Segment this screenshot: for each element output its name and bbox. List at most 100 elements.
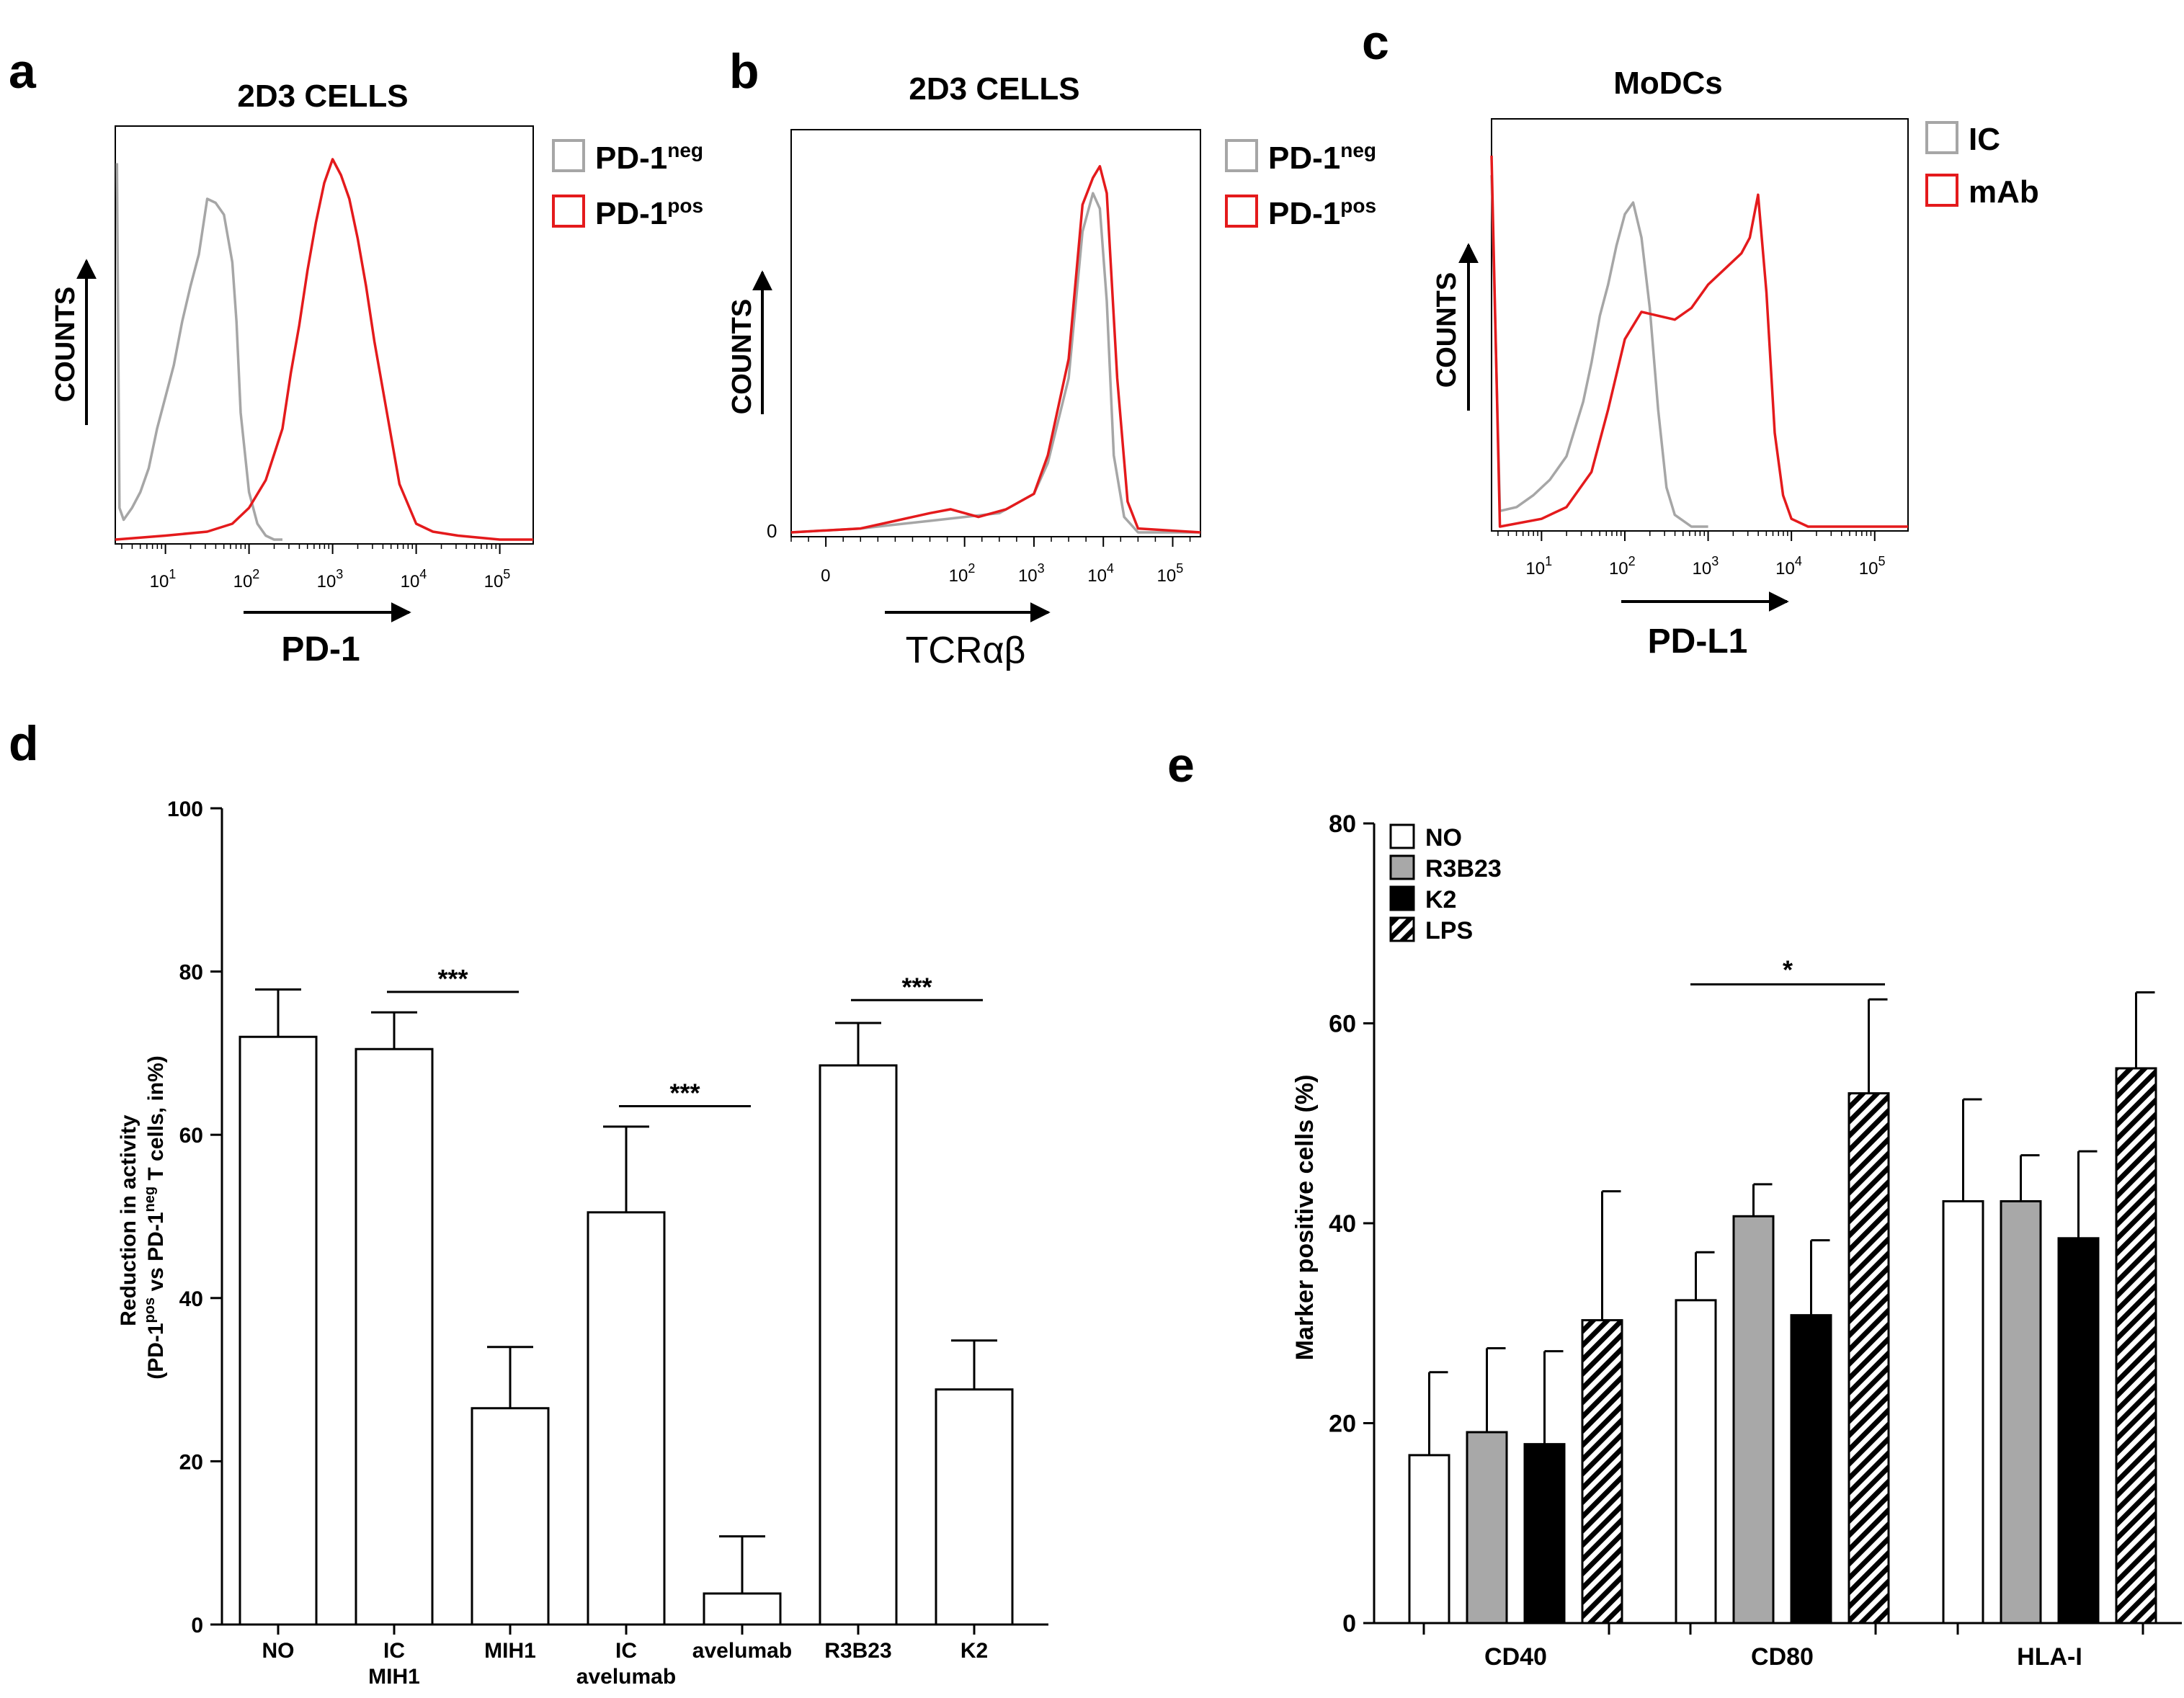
panel-c-x-label: PD-L1 xyxy=(1648,622,1748,661)
panel-d-bar xyxy=(587,1211,666,1626)
panel-d-x-tick-label: avelumab xyxy=(692,1639,792,1663)
panel-e-bar-r3b23 xyxy=(1466,1431,1508,1625)
panel-c-curve-neg xyxy=(1490,175,1708,528)
panel-b-x-tick-label: 0 xyxy=(821,566,830,586)
panel-e-x-tick-label: HLA-I xyxy=(2017,1643,2082,1671)
panel-c-x-tick-label: 102 xyxy=(1609,554,1636,578)
panel-b-legend-pos: PD-1pos xyxy=(1268,195,1376,231)
panel-e-legend-r3b23: R3B23 xyxy=(1425,855,1502,882)
panel-c-x-tick-label: 103 xyxy=(1693,554,1719,578)
panel-a-legend-swatch-neg xyxy=(552,139,585,172)
panel-d-bar xyxy=(819,1064,898,1626)
panel-d-x-tick-label: R3B23 xyxy=(824,1639,891,1663)
panel-e-y-tick-label: 40 xyxy=(1329,1210,1356,1238)
panel-d-x-tick-label: IC avelumab xyxy=(576,1639,676,1689)
panel-e-bar-lps xyxy=(2115,1067,2157,1625)
panel-e-y-tick-label: 80 xyxy=(1329,810,1356,838)
panel-e-legend-no: NO xyxy=(1425,824,1462,852)
panel-d-bar xyxy=(239,1035,318,1626)
panel-e-bar-no xyxy=(1408,1454,1450,1625)
panel-b-curve-neg xyxy=(790,192,1200,534)
panel-a-histogram: 2D3 CELLS 101 102 103 104 105 COUNTS PD-1 PD… xyxy=(50,79,703,669)
panel-c-curve-pos xyxy=(1490,156,1908,528)
panel-e-y-label: Marker positive cells (%) xyxy=(1291,1075,1319,1361)
panel-e-legend: NO R3B23 K2 LPS xyxy=(1389,823,1502,944)
panel-b-x-label: TCRαβ xyxy=(906,630,1026,671)
panel-a-legend-neg: PD-1neg xyxy=(595,139,703,176)
panel-d-y-tick-label: 80 xyxy=(179,961,203,985)
panel-e-bar-r3b23 xyxy=(1732,1215,1775,1625)
panel-a-legend: PD-1neg PD-1pos xyxy=(552,139,703,231)
panel-e-bar-k2 xyxy=(1790,1314,1832,1625)
panel-e-legend-swatch-r3b23 xyxy=(1389,854,1415,880)
panel-d-x-tick-label: MIH1 xyxy=(484,1639,536,1663)
panel-e-legend-swatch-no xyxy=(1389,823,1415,849)
panel-d-y-tick-label: 0 xyxy=(191,1614,203,1637)
panel-e-x-tick-label: CD80 xyxy=(1751,1643,1814,1671)
panel-b-x-tick-label: 103 xyxy=(1018,561,1045,586)
panel-e-bar-k2 xyxy=(1523,1443,1566,1625)
panel-d-y-label: Reduction in activity (PD-1pos vs PD-1ne… xyxy=(117,1055,168,1380)
panel-e-bar-no xyxy=(1942,1199,1984,1625)
panel-letter-c: c xyxy=(1362,15,1389,70)
panel-a-title: 2D3 CELLS xyxy=(237,79,408,114)
panel-b-y-tick-0: 0 xyxy=(767,520,777,542)
panel-d-significance-label: *** xyxy=(901,972,932,1001)
panel-e-significance-label: * xyxy=(1783,955,1793,984)
panel-d-y-tick-label: 40 xyxy=(179,1287,203,1311)
panel-c-histogram: MoDCs 101 102 103 104 105 COUNTS PD-L1 IC mA… xyxy=(1432,66,2039,661)
panel-e-x-tick-label: CD40 xyxy=(1484,1643,1547,1671)
panel-letter-d: d xyxy=(9,716,39,771)
panel-b-legend: PD-1neg PD-1pos xyxy=(1225,139,1376,231)
panel-c-frame xyxy=(1491,118,1909,532)
panel-e-bar-k2 xyxy=(2057,1237,2100,1625)
panel-d-y-tick-label: 100 xyxy=(167,797,203,821)
panel-c-x-tick-label: 104 xyxy=(1775,554,1802,578)
panel-e-legend-lps: LPS xyxy=(1425,917,1473,944)
panel-c-legend-mab: mAb xyxy=(1969,174,2039,210)
panel-e-bar-lps xyxy=(1581,1319,1623,1625)
panel-e-bar-no xyxy=(1675,1299,1717,1625)
panel-d-significance-label: *** xyxy=(669,1078,700,1108)
panel-b-legend-swatch-neg xyxy=(1225,139,1258,172)
panel-b-x-tick-label: 102 xyxy=(949,561,976,586)
panel-letter-a: a xyxy=(9,44,37,99)
panel-c-legend-ic: IC xyxy=(1969,122,2000,157)
panel-b-title: 2D3 CELLS xyxy=(909,71,1079,107)
panel-d-bar xyxy=(703,1592,782,1626)
panel-b-legend-swatch-pos xyxy=(1225,195,1258,228)
panel-b-curve-pos xyxy=(790,165,1201,534)
panel-a-x-tick-label: 103 xyxy=(317,567,344,591)
panel-c-legend-swatch-ic xyxy=(1925,121,1958,154)
panel-c-x-tick-label: 101 xyxy=(1525,554,1552,578)
panel-c-legend-swatch-mab xyxy=(1925,174,1958,207)
panel-d-bar xyxy=(471,1407,550,1626)
panel-d-x-tick-label: IC MIH1 xyxy=(368,1639,420,1689)
panel-b-legend-neg: PD-1neg xyxy=(1268,139,1376,176)
panel-a-x-tick-label: 104 xyxy=(401,567,427,591)
panel-c-x-tick-label: 105 xyxy=(1859,554,1886,578)
panel-e-y-tick-label: 20 xyxy=(1329,1411,1356,1438)
panel-a-legend-pos: PD-1pos xyxy=(595,195,703,231)
panel-a-x-tick-label: 101 xyxy=(150,567,177,591)
panel-b-x-tick-label: 105 xyxy=(1156,561,1183,586)
panel-a-legend-swatch-pos xyxy=(552,195,585,228)
panel-e-legend-swatch-k2 xyxy=(1389,885,1415,911)
panel-b-x-tick-label: 104 xyxy=(1087,561,1114,586)
panel-c-legend: IC mAb xyxy=(1925,121,2039,210)
panel-d-x-tick-label: K2 xyxy=(960,1639,988,1663)
panel-c-title: MoDCs xyxy=(1613,66,1723,101)
panel-e-bar-chart: 0 20 40 60 80 CD40 CD80 HLA-I * Marker positiv… xyxy=(1291,810,2182,1671)
panel-d-significance-label: *** xyxy=(437,964,468,993)
panel-e-y-tick-label: 0 xyxy=(1342,1610,1356,1637)
panel-e-legend-swatch-lps xyxy=(1389,916,1415,942)
panel-d-bar xyxy=(935,1388,1014,1626)
panel-a-y-label: COUNTS xyxy=(50,287,81,402)
panel-e-bar-lps xyxy=(1848,1092,1890,1625)
panel-letter-e: e xyxy=(1167,738,1195,792)
panel-e-legend-k2: K2 xyxy=(1425,886,1456,913)
panel-e-bar-r3b23 xyxy=(2000,1199,2042,1625)
panel-d-y-tick-label: 60 xyxy=(179,1124,203,1148)
panel-d-bar-chart: 0 20 40 60 80 100 NO IC MIH1 MIH1 IC avelumab avelu… xyxy=(117,797,1048,1689)
